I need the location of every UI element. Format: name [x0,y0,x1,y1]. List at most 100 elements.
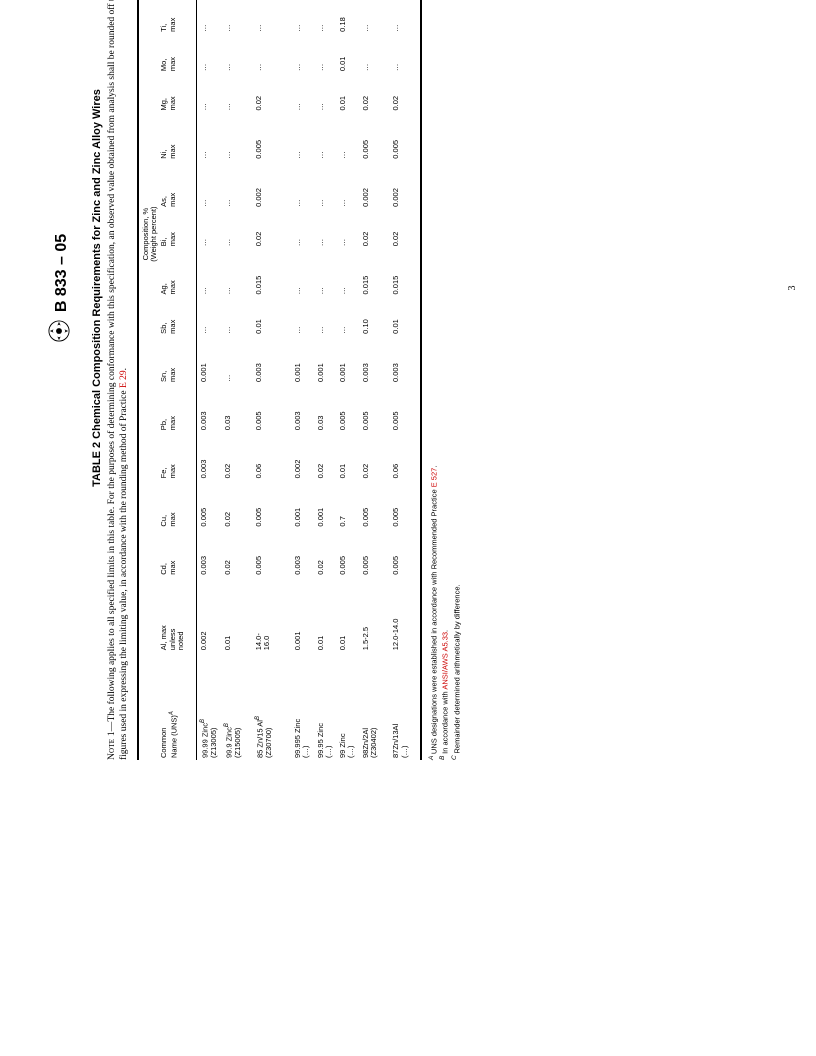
table-cell: 0.003 [197,529,222,577]
column-header: Pb, max [158,384,197,432]
table-row: 99 Zinc(…)0.010.0050.70.010.0050.001…………… [336,0,359,760]
table-cell: … [314,73,337,112]
table-cell: … [291,209,314,248]
table-cell: … [336,209,359,248]
table-cell: 0.005 [389,529,420,577]
table-cell: … [221,0,252,34]
table-cell: 12.0-14.0 [389,577,420,653]
table-cell: 0.001 [291,577,314,653]
column-header: Ni, max [158,113,197,161]
table-cell: … [221,336,252,384]
column-header: Fe, max [158,432,197,480]
row-uns: (…) [346,746,355,759]
table-cell: … [197,0,222,34]
table-row: 87Zn/13Al(…)12.0-14.00.0050.0050.060.005… [389,0,420,760]
table-cell: … [314,248,337,296]
blank-header [139,652,159,760]
table-head: Composition, % (Weight percent) Common N… [139,0,197,760]
table-cell: … [359,34,390,73]
table-cell: 0.01 [336,34,359,73]
note-prefix: Note 1— [107,722,117,761]
table-row: 85 Zn/15 AlB(Z30700)14.0- 16.00.0050.005… [252,0,291,760]
table-cell: 0.02 [314,432,337,480]
footnote-text: In accordance with [441,690,450,754]
table-cell: 0.005 [336,529,359,577]
table-cell: 0.01 [336,432,359,480]
table-cell: 0.18 [336,0,359,34]
page-content: B 833 – 05 TABLE 2 Chemical Composition … [0,0,816,816]
table-cell: 0.01 [221,577,252,653]
composition-table: Composition, % (Weight percent) Common N… [139,0,420,760]
table-cell: … [336,113,359,161]
table-cell: 0.02 [252,209,291,248]
footnote-text-tail: . [430,466,439,468]
table-cell: 0.02 [221,432,252,480]
table-cell: 0.002 [291,432,314,480]
table-cell: … [197,34,222,73]
table-cell: 0.003 [291,384,314,432]
table-cell: … [314,34,337,73]
column-header: Sn, max [158,336,197,384]
table-cell: … [197,113,222,161]
footnote: A UNS designations were established in a… [428,0,439,760]
column-header: Cd, max [158,529,197,577]
table-cell: 0.01 [336,577,359,653]
table-cell: 0.005 [252,480,291,528]
table-cell: 0.005 [359,113,390,161]
table-cell: … [221,73,252,112]
table-cell: 0.003 [389,336,420,384]
page-number: 3 [787,286,798,291]
table-cell: 0.02 [359,209,390,248]
table-cell: 0.005 [252,113,291,161]
row-name-superscript: B [255,716,261,720]
table-cell: 0.001 [336,336,359,384]
table-cell: 98Zn/2Al(Z30402) [359,652,390,760]
table-cell: 0.01 [314,577,337,653]
footnote-mark: C [451,754,458,761]
table-cell: 0.003 [252,336,291,384]
table-cell: 0.003 [197,432,222,480]
table-cell: 1.5-2.5 [359,577,390,653]
table-cell: 0.003 [359,336,390,384]
table-cell: 0.02 [389,209,420,248]
table-cell: … [336,248,359,296]
note-tail: . [119,368,129,370]
table-cell: … [197,248,222,296]
note-ref: E 29 [119,370,129,388]
table-cell: … [252,0,291,34]
table-cell: 0.002 [359,161,390,209]
table-cell: 0.005 [336,384,359,432]
table-cell: 0.02 [221,529,252,577]
row-name-superscript: B [224,723,230,727]
table-cell: … [221,296,252,335]
column-header: Mg, max [158,73,197,112]
table-cell: … [291,296,314,335]
column-header: Ti, max [158,0,197,34]
column-header: Mo, max [158,34,197,73]
row-uns: (…) [324,746,333,759]
table-cell: 0.10 [359,296,390,335]
table-cell: … [314,209,337,248]
group-header: Composition, % (Weight percent) [139,0,159,652]
table-cell: 0.02 [389,73,420,112]
table-cell: 0.003 [197,384,222,432]
table-row: 99.9 ZincB(Z15005)0.010.020.020.020.03……… [221,0,252,760]
table-cell: 0.06 [389,432,420,480]
table-cell: 0.02 [252,73,291,112]
footnote-ref: ANSI/AWS A5.33 [441,632,450,690]
footnote-mark: B [439,754,446,760]
footnote-mark: A [428,754,435,760]
column-header: As, max [158,161,197,209]
table-cell: 99.99 ZincB(Z13005) [197,652,222,760]
row-uns: (Z30402) [369,728,378,758]
table-cell: 87Zn/13Al(…) [389,652,420,760]
composition-table-wrap: Composition, % (Weight percent) Common N… [137,0,422,760]
column-header: Sb, max [158,296,197,335]
table-cell: 0.005 [252,529,291,577]
header-superscript: A [169,711,175,715]
row-name-superscript: B [200,719,206,723]
table-cell: 0.005 [389,384,420,432]
table-cell: … [314,0,337,34]
table-cell: 0.03 [314,384,337,432]
table-row: 99.99 ZincB(Z13005)0.0020.0030.0050.0030… [197,0,222,760]
